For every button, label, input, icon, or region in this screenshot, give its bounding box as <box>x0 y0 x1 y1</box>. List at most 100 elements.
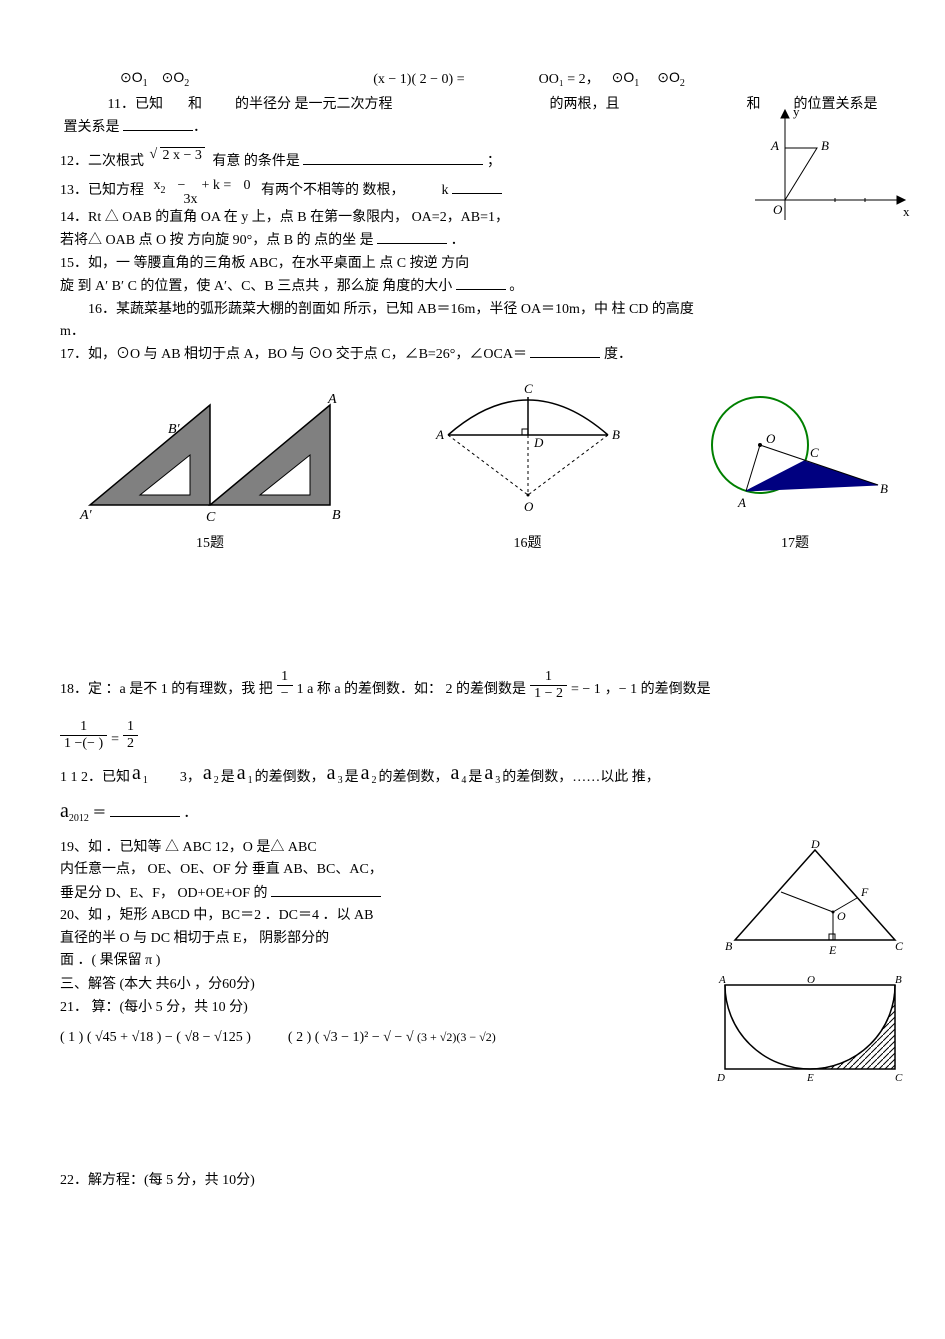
svg-text:D: D <box>533 435 544 450</box>
q18-fracH: 12 <box>123 719 138 751</box>
svg-text:O: O <box>524 499 534 514</box>
svg-text:E: E <box>828 943 837 957</box>
figure-q17: O A B C <box>700 375 890 525</box>
q21-p1b: ( √45 + √18 ) − ( √8 − √125 ) <box>87 1030 251 1045</box>
q16-m: m． <box>60 324 85 339</box>
q14-line2: 若将△ OAB 点 O 按 方向旋 90°，点 B 的 点的坐 是 <box>60 233 374 248</box>
q12-tail: 有意 的条件是 <box>212 154 300 169</box>
q18-l1c: ，− 1 的差倒数是 <box>605 679 711 701</box>
q21-head: 21． 算：(每小 5 分，共 10 分) <box>60 997 895 1019</box>
question-14: 14．Rt △ OAB 的直角 OA 在 y 上，点 B 在第一象限内， OA=… <box>60 207 895 253</box>
question-20: 20、如 ，矩形 ABCD 中，BC＝2 ．DC＝4 ．以 AB 直径的半 O … <box>60 905 620 972</box>
question-19: 19、如 ．已知等 △ ABC 12，O 是△ ABC 内任意一点， OE、OE… <box>60 837 620 905</box>
q18-eqhalf: = − 1 <box>571 679 601 701</box>
q18-fracLr: = <box>111 729 119 751</box>
q20-l2: 直径的半 O 与 DC 相切于点 E， 阴影部分的 <box>60 928 620 950</box>
q17-blank[interactable] <box>530 343 600 358</box>
figures-row: A′ B′ C A B 15题 A B C D O 16题 <box>60 375 895 556</box>
section-3-heading: 三、解答 (本大 共6小 ，分60分) <box>60 974 895 996</box>
q13-zero: 0 <box>244 175 251 197</box>
q11-period: ． <box>193 120 207 135</box>
q15-line2: 旋 到 A′ B′ C 的位置，使 A′、C、B 三点共 ，那么旋 角度的大小 <box>60 279 452 294</box>
q18-blank[interactable] <box>110 802 180 817</box>
q18-frac2: 11 − 2 <box>530 669 567 701</box>
figure-q16: A B C D O <box>428 375 628 525</box>
q20-l1: 20、如 ，矩形 ABCD 中，BC＝2 ．DC＝4 ．以 AB <box>60 905 620 927</box>
q19-l1: 19、如 ．已知等 △ ABC 12，O 是△ ABC <box>60 837 620 859</box>
q18-fracL: 11 −(− ) <box>60 719 107 751</box>
figure-label-15: 15题 <box>60 533 360 555</box>
q14-blank[interactable] <box>377 229 447 244</box>
svg-text:A: A <box>737 495 746 510</box>
q18-l2b: 3， <box>180 767 201 789</box>
q11-o1b: ⊙O1 <box>612 66 640 92</box>
q15-blank[interactable] <box>456 275 506 290</box>
question-21: 21． 算：(每小 5 分，共 10 分) ( 1 ) ( √45 + √18 … <box>60 997 895 1050</box>
q11-pre: 11．已知 <box>108 97 163 112</box>
figure-q19: D B C E F O <box>725 840 905 960</box>
q17-text: 17．如，⊙O 与 AB 相切于点 A，BO 与 ⊙O 交于点 C，∠B=26°… <box>60 347 527 362</box>
q21-p2a: ( 2 ) ( <box>288 1030 320 1045</box>
q19-blank[interactable] <box>271 882 381 897</box>
label-x: x <box>903 204 910 219</box>
q11-blank[interactable] <box>123 116 193 131</box>
q18-a3: a <box>327 757 336 789</box>
svg-text:B: B <box>725 939 733 953</box>
figure-label-17: 17题 <box>695 533 895 555</box>
q21-p1a: ( 1 ) <box>60 1030 83 1045</box>
q11-and: 和 <box>188 97 202 112</box>
svg-text:B: B <box>880 481 888 496</box>
q13-x2: x2 <box>154 175 166 199</box>
question-11: ⊙O1 ⊙O2 (x − 1)( 2 − 0) = OO₁ = 2， ⊙O1 ⊙… <box>60 70 895 140</box>
q15-line2b: 。 <box>509 279 523 294</box>
question-17: 17．如，⊙O 与 AB 相切于点 A，BO 与 ⊙O 交于点 C，∠B=26°… <box>60 343 895 366</box>
question-22: 22．解方程：(每 5 分，共 10分) <box>60 1170 895 1192</box>
svg-text:B: B <box>895 975 902 986</box>
q11-o1: ⊙O1 <box>120 66 148 92</box>
svg-text:O: O <box>766 431 776 446</box>
q21-p2c: (3 + √2)(3 − √2) <box>417 1030 496 1044</box>
question-18: 18．定 ：a 是不 1 的有理数，我 把 1− 1 a 称 a 的差倒数．如：… <box>60 669 895 827</box>
question-16: 16．某蔬菜基地的弧形蔬菜大棚的剖面如 所示，已知 AB＝16m，半径 OA＝1… <box>60 299 895 344</box>
q11-mid2: 的两根，且 <box>549 97 619 112</box>
q11-o2b: ⊙O2 <box>657 66 685 92</box>
q18-a2: a <box>203 757 212 789</box>
svg-text:F: F <box>860 885 869 899</box>
svg-text:D: D <box>810 840 820 851</box>
q13-k: k <box>442 183 449 198</box>
q11-mid1: 的半径分 是一元二次方程 <box>235 97 393 112</box>
q18-l1b: 1 a 称 a 的差倒数．如： 2 的差倒数是 <box>297 679 526 701</box>
svg-text:O: O <box>837 909 846 923</box>
svg-text:C: C <box>206 510 216 525</box>
svg-text:B: B <box>332 508 341 523</box>
svg-text:C: C <box>524 381 533 396</box>
q16-line1: 16．某蔬菜基地的弧形蔬菜大棚的剖面如 所示，已知 AB＝16m，半径 OA＝1… <box>60 299 895 321</box>
q11-tail: 的位置关系是 <box>793 97 877 112</box>
question-13: 13．已知方程 x2 − 3x + k = 0 有两个不相等的 数根， k <box>60 177 895 205</box>
q19-l3: 垂足分 D、E、F， OD+OE+OF 的 <box>60 886 268 901</box>
svg-text:C: C <box>895 1072 903 1084</box>
q12-sqrt: 2 x − 3 <box>152 145 205 167</box>
q13-plusk: + k = <box>202 175 232 197</box>
q11-oo: OO₁ = 2， <box>539 69 600 91</box>
svg-text:A′: A′ <box>79 508 93 523</box>
q15-line1: 15．如，一 等腰直角的三角板 ABC，在水平桌面上 点 C 按逆 方向 <box>60 253 895 275</box>
q18-a4: a <box>450 757 459 789</box>
q13-blank[interactable] <box>452 179 502 194</box>
q18-l1a: 18．定 ：a 是不 1 的有理数，我 把 <box>60 679 273 701</box>
question-12: 12．二次根式 2 x − 3 有意 的条件是 ； <box>60 150 895 173</box>
q21-p2b: √3 − 1)² − √ − √ <box>323 1030 414 1045</box>
q12-pre: 12．二次根式 <box>60 154 144 169</box>
svg-text:A: A <box>327 392 337 407</box>
q18-l2a: 1 1 2．已知 <box>60 767 130 789</box>
q18-frac1: 1− <box>277 669 293 701</box>
q20-l3: 面 ．( 果保留 π ) <box>60 950 620 972</box>
figure-q15: A′ B′ C A B <box>70 385 350 525</box>
figure-label-16: 16题 <box>423 533 633 555</box>
q12-semi: ； <box>487 154 501 169</box>
q11-o2: ⊙O2 <box>162 66 190 92</box>
q11-eq: (x − 1)( 2 − 0) = <box>373 69 464 91</box>
q12-blank[interactable] <box>303 150 483 165</box>
q11-and2: 和 <box>746 97 760 112</box>
q18-a2012: a <box>60 800 69 822</box>
